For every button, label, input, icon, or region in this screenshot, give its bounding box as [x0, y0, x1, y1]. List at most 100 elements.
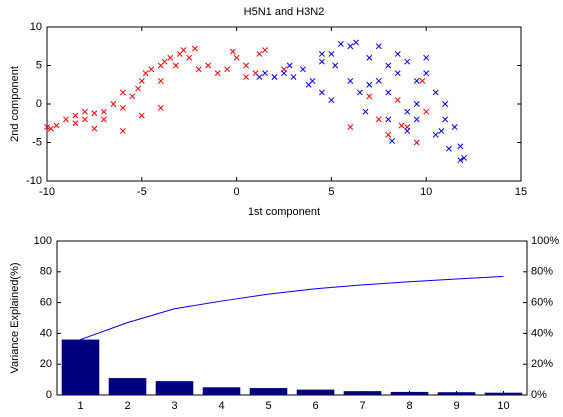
point — [394, 97, 401, 104]
point — [442, 116, 449, 123]
point — [457, 143, 464, 150]
x-tick-label: -5 — [137, 186, 147, 198]
x-axis-label: 1st component — [248, 206, 320, 218]
y2-tick-label: 80% — [531, 266, 553, 278]
x-tick-label: 7 — [359, 400, 365, 412]
point — [461, 154, 468, 161]
x-tick-label: -10 — [39, 186, 55, 198]
point — [72, 112, 79, 119]
bar — [343, 391, 382, 395]
y-tick-label: 0 — [46, 389, 52, 401]
point — [404, 58, 411, 65]
x-tick-label: 10 — [497, 400, 509, 412]
point — [300, 66, 306, 73]
point — [262, 47, 268, 54]
x-tick-label: 6 — [312, 400, 318, 412]
point — [256, 74, 263, 81]
point — [91, 125, 98, 132]
point — [286, 62, 293, 69]
bar — [390, 391, 429, 395]
point — [432, 131, 439, 138]
y-tick-label: 40 — [40, 327, 52, 339]
point — [423, 108, 430, 115]
y-tick-label: -10 — [26, 175, 42, 187]
point — [328, 50, 335, 57]
point — [404, 108, 411, 115]
point — [451, 124, 458, 131]
y2-tick-label: 20% — [531, 358, 553, 370]
point — [375, 43, 382, 50]
bar — [296, 389, 335, 395]
point — [318, 50, 325, 57]
point — [328, 97, 335, 104]
point — [362, 108, 369, 115]
point — [389, 138, 396, 144]
point — [195, 66, 202, 73]
point — [347, 43, 354, 50]
point — [233, 54, 240, 61]
point — [129, 93, 136, 100]
x-tick-label: 5 — [265, 400, 271, 412]
point — [423, 54, 430, 61]
point — [91, 110, 98, 117]
point — [385, 131, 392, 138]
chart-title: H5N1 and H3N2 — [244, 6, 325, 18]
cumulative-line — [80, 275, 504, 341]
point — [394, 50, 401, 57]
point — [442, 101, 449, 107]
point — [413, 101, 420, 107]
y-tick-label: -5 — [32, 136, 42, 148]
point — [305, 81, 312, 88]
point — [47, 125, 54, 132]
point — [157, 104, 164, 111]
point — [398, 122, 405, 129]
x-tick-label: 0 — [234, 186, 240, 198]
point — [318, 58, 325, 65]
y-tick-label: 5 — [36, 59, 42, 71]
point — [353, 39, 360, 46]
point — [53, 122, 60, 129]
bar — [61, 339, 100, 395]
x-tick-label: 9 — [453, 400, 459, 412]
point — [214, 70, 221, 77]
point — [229, 48, 236, 55]
point — [167, 54, 174, 61]
point — [347, 124, 354, 131]
bar — [484, 392, 523, 395]
x-tick-label: 4 — [218, 400, 224, 412]
y-tick-label: 10 — [30, 21, 42, 33]
point — [385, 62, 392, 69]
point — [413, 77, 420, 84]
point — [243, 62, 250, 69]
y2-tick-label: 100% — [531, 235, 559, 247]
x-tick-label: 8 — [406, 400, 412, 412]
point — [119, 104, 126, 111]
y-tick-label: 0 — [36, 98, 42, 110]
point — [100, 108, 107, 115]
x-tick-label: 2 — [124, 400, 130, 412]
y2-tick-label: 0% — [531, 389, 547, 401]
point — [142, 70, 149, 77]
point — [356, 89, 363, 96]
point — [332, 62, 339, 69]
x-tick-label: 10 — [420, 186, 432, 198]
point — [457, 157, 464, 164]
point — [423, 70, 430, 77]
y-tick-label: 60 — [40, 297, 52, 309]
point — [366, 93, 373, 100]
point — [347, 77, 354, 84]
point — [138, 77, 145, 84]
y2-tick-label: 60% — [531, 297, 553, 309]
point — [256, 50, 263, 57]
point — [404, 127, 411, 134]
x-tick-label: 1 — [77, 400, 83, 412]
point — [262, 70, 268, 77]
point — [81, 108, 88, 115]
point — [375, 116, 382, 123]
point — [172, 62, 179, 69]
point — [81, 116, 88, 123]
point — [413, 116, 420, 123]
point — [119, 127, 126, 134]
point — [63, 116, 69, 123]
